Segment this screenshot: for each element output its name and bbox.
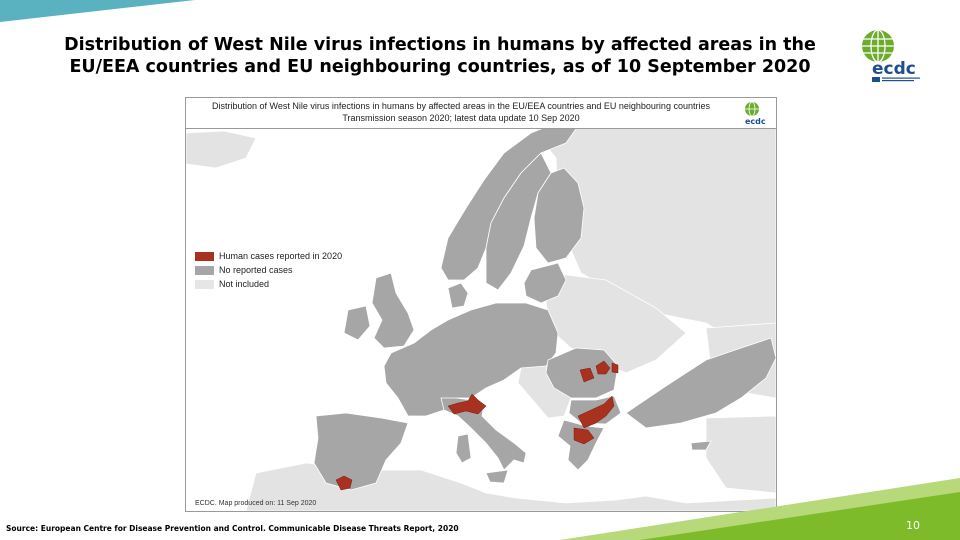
top-accent-stripe [0,0,195,22]
mini-logo-wordmark: ecdc [745,117,766,126]
source-citation: Source: European Centre for Disease Prev… [6,524,459,533]
legend-label-not-included: Not included [219,279,270,289]
map-subtitle: Transmission season 2020; latest data up… [342,113,580,123]
sardinia [455,433,472,464]
legend-item-human-cases: Human cases reported in 2020 [195,249,342,263]
great-britain [371,272,415,349]
affected-area-romania-east [611,362,619,374]
denmark [447,282,469,309]
sicily [485,469,509,484]
map-frame: Distribution of West Nile virus infectio… [185,97,777,512]
ireland [343,305,371,341]
legend-label-human-cases: Human cases reported in 2020 [219,251,343,261]
iberia [313,412,409,491]
slide-title: Distribution of West Nile virus infectio… [40,34,840,78]
iceland [186,130,257,169]
slide-title-line-2: EU/EEA countries and EU neighbouring cou… [69,57,811,77]
legend-swatch-human-cases [195,251,214,261]
europe-map [186,98,776,511]
legend-label-no-reported-cases: No reported cases [219,265,293,275]
page-number: 10 [906,519,920,532]
affected-area-greece-north [577,395,615,429]
affected-area-italy [447,393,487,415]
legend-item-not-included: Not included [195,277,342,291]
affected-area-greece-central [573,427,595,445]
logo-wordmark: ecdc [872,59,916,79]
legend-swatch-no-reported-cases [195,265,214,275]
greece [557,419,605,471]
legend-swatch-not-included [195,279,214,289]
baltic-states [523,262,567,304]
legend-item-no-reported-cases: No reported cases [195,263,342,277]
map-ecdc-logo: ecdc [745,101,766,126]
eu-flag-icon [872,77,880,82]
finland [533,167,585,264]
top-accent-shape [0,0,195,22]
turkey [625,337,776,429]
map-credit: ECDC. Map produced on: 11 Sep 2020 [195,500,317,507]
norway [440,122,579,281]
slide-title-line-1: Distribution of West Nile virus infectio… [64,35,816,55]
logo-tagline-lines [882,77,920,82]
cyprus [690,440,712,451]
ecdc-logo: ecdc [862,29,920,82]
affected-area-spain [335,475,353,491]
map-legend: Human cases reported in 2020 No reported… [195,249,342,291]
affected-areas [335,360,619,491]
central-europe [383,302,559,417]
affected-area-romania-south [595,360,611,375]
affected-area-romania-west [579,367,595,383]
map-header: Distribution of West Nile virus infectio… [186,98,776,129]
globe-icon [862,29,894,63]
map-title: Distribution of West Nile virus infectio… [212,101,710,111]
